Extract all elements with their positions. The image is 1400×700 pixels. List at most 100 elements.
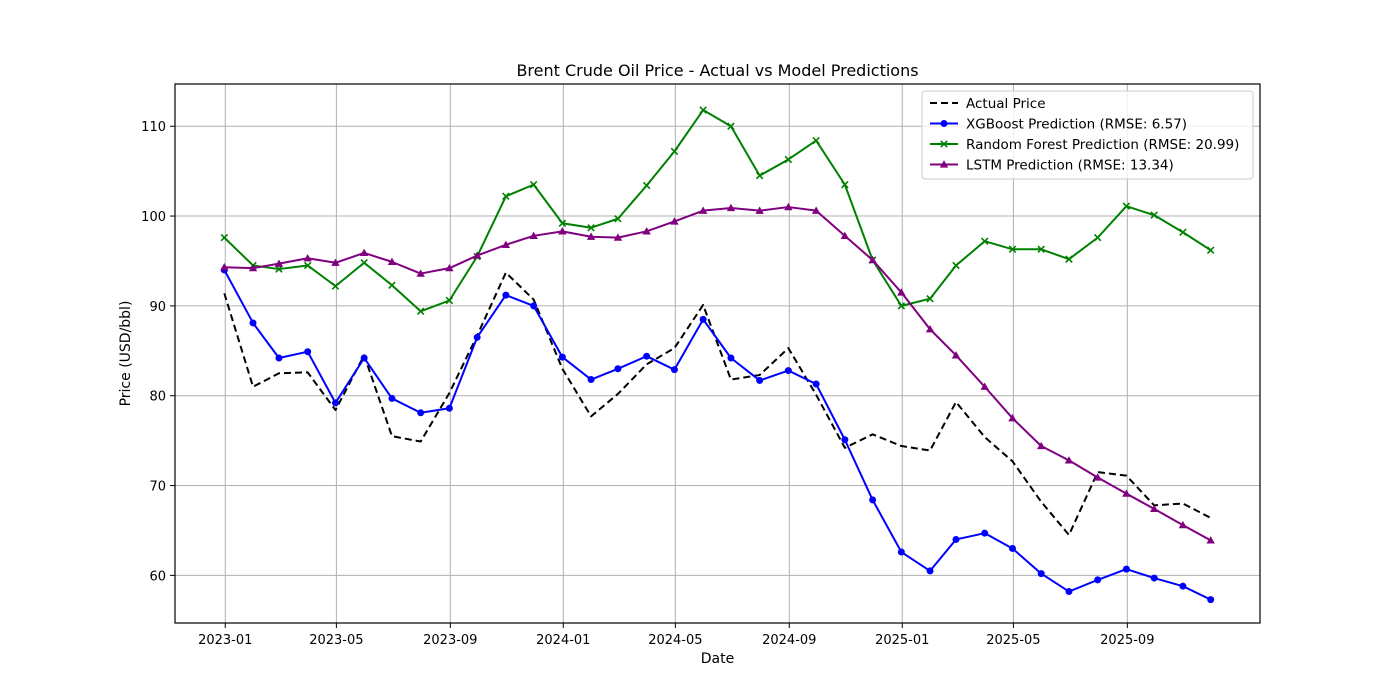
data-point (1179, 228, 1187, 236)
x-tick-label: 2023-01 (198, 633, 252, 648)
data-point (587, 376, 595, 384)
data-point (303, 261, 312, 270)
data-point (840, 231, 850, 239)
data-point (473, 333, 481, 341)
data-point (388, 394, 396, 402)
data-point (1008, 544, 1016, 552)
y-axis: 60 70 80 90 100 110 (141, 120, 175, 584)
series-actual (223, 271, 1212, 536)
data-point (472, 251, 482, 259)
x-tick-label: 2024-01 (536, 633, 590, 648)
data-point (416, 269, 425, 277)
legend-box (921, 90, 1254, 180)
data-point (727, 122, 735, 130)
x-tick-label: 2025-09 (1100, 633, 1154, 648)
data-point (841, 436, 849, 444)
data-point (727, 354, 735, 362)
data-point (1122, 565, 1130, 573)
data-point (980, 382, 989, 390)
series-lstm (220, 202, 1215, 544)
data-point (642, 181, 651, 190)
plot-frame (174, 83, 1261, 624)
data-point (417, 409, 425, 417)
x-axis-label: Date (701, 651, 734, 667)
data-point (331, 258, 340, 266)
data-point (1150, 211, 1158, 219)
data-point (869, 496, 877, 504)
data-point (756, 376, 764, 384)
data-point (897, 288, 906, 296)
data-point (897, 302, 906, 310)
data-point (812, 380, 820, 388)
data-point (360, 354, 368, 362)
data-point (501, 240, 511, 248)
data-point (1094, 576, 1102, 584)
data-point (812, 136, 820, 145)
data-point (1206, 536, 1215, 544)
data-point (699, 106, 707, 114)
y-axis-label: Price (USD/bbl) (118, 301, 134, 407)
data-point (1093, 233, 1102, 242)
data-point (784, 367, 792, 375)
data-point (502, 291, 510, 299)
series-line (223, 271, 1212, 536)
data-point (952, 535, 960, 543)
data-point (1037, 245, 1045, 254)
data-point (331, 399, 339, 407)
data-point (275, 265, 283, 273)
data-point (587, 223, 595, 232)
data-point (558, 353, 566, 361)
data-point (670, 366, 678, 374)
data-point (1122, 202, 1131, 210)
data-point (925, 325, 935, 333)
data-point (755, 206, 764, 214)
data-point (897, 548, 905, 556)
legend-label: LSTM Prediction (RMSE: 13.34) (966, 158, 1174, 174)
data-point (274, 259, 284, 267)
data-point (303, 254, 312, 262)
series-line (224, 206, 1212, 542)
data-point (416, 307, 425, 316)
y-tick-label: 80 (149, 390, 166, 405)
data-point (642, 227, 651, 235)
data-point (1206, 246, 1215, 254)
data-point (502, 192, 510, 201)
data-point (980, 237, 989, 245)
data-point (558, 227, 567, 235)
data-point (1065, 588, 1073, 596)
data-point (926, 294, 934, 303)
series-xgboost (220, 266, 1215, 604)
legend-marker (940, 140, 948, 148)
data-point (1122, 489, 1131, 497)
y-tick-label: 110 (141, 120, 166, 135)
chart-title: Brent Crude Oil Price - Actual vs Model … (516, 61, 918, 80)
data-point (951, 351, 961, 359)
data-point (613, 233, 623, 241)
data-point (1149, 504, 1159, 513)
data-point (1150, 574, 1158, 582)
data-point (331, 282, 340, 290)
data-point (698, 206, 708, 214)
data-point (1008, 245, 1017, 254)
series-random (220, 106, 1215, 316)
legend-marker (939, 160, 949, 168)
data-point (529, 231, 538, 239)
data-point (670, 217, 679, 225)
x-axis: 2023-01 2023-05 2023-09 2024-01 2024-05 2024-… (198, 623, 1154, 648)
data-point (952, 261, 960, 270)
data-point (1036, 441, 1046, 450)
x-tick-label: 2024-05 (648, 633, 702, 648)
y-tick-label: 70 (149, 480, 166, 495)
data-point (1065, 255, 1073, 263)
x-tick-label: 2024-09 (762, 633, 816, 648)
x-tick-label: 2023-05 (309, 633, 363, 648)
data-point (220, 233, 229, 242)
data-point (529, 180, 538, 189)
legend-label: XGBoost Prediction (RMSE: 6.57) (966, 117, 1187, 133)
data-point (1207, 596, 1215, 604)
data-point (868, 255, 877, 264)
data-point (445, 296, 454, 305)
data-point (1037, 570, 1045, 578)
data-point (530, 302, 538, 310)
